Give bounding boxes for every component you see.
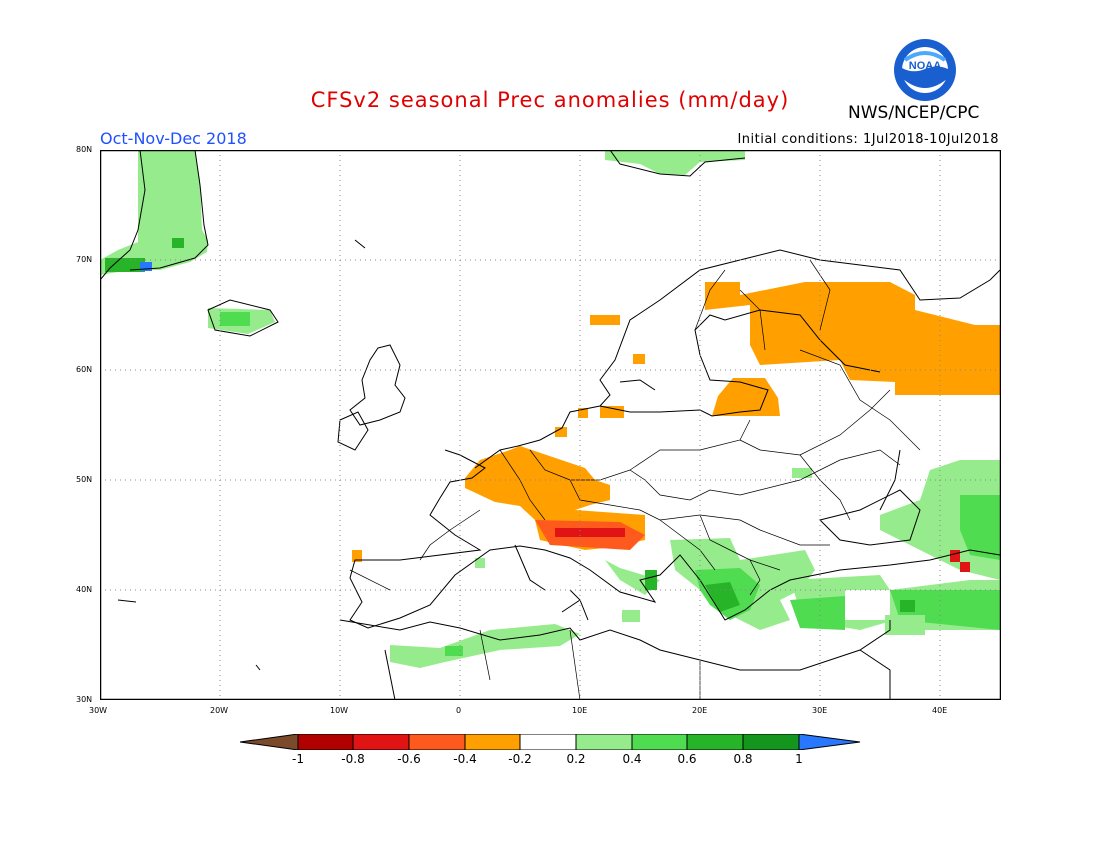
colorbar-tick: -0.2 <box>508 752 532 766</box>
noaa-logo-text: NOAA <box>909 60 941 72</box>
colorbar-bin-8 <box>686 734 744 750</box>
colorbar-tick: -0.4 <box>453 752 477 766</box>
colorbar-bin-6 <box>575 734 633 750</box>
colorbar-bin-4 <box>464 734 521 750</box>
lon-tick-30e: 30E <box>812 706 828 715</box>
colorbar-tick: 0.8 <box>733 752 753 766</box>
country-borders <box>349 259 921 700</box>
north-africa-positive <box>390 624 580 668</box>
lon-tick-40e: 40E <box>932 706 948 715</box>
organization-label: NWS/NCEP/CPC <box>848 103 980 123</box>
lat-tick-50n: 50N <box>76 475 93 484</box>
baltic-negative <box>712 378 780 416</box>
greenland-strong <box>105 258 145 272</box>
lat-tick-30n: 30N <box>76 695 93 704</box>
lon-tick-10w: 10W <box>330 706 349 715</box>
lon-tick-0: 0 <box>456 706 462 715</box>
svalbard-positive <box>605 150 745 175</box>
forecast-period: Oct-Nov-Dec 2018 <box>100 129 247 148</box>
colorbar-tick: 1 <box>795 752 803 766</box>
colorbar-bin-5 <box>519 734 577 750</box>
colorbar-bin-2 <box>352 734 410 750</box>
lat-tick-60n: 60N <box>76 365 93 374</box>
lon-tick-20e: 20E <box>692 706 708 715</box>
colorbar-tick: 0.4 <box>622 752 642 766</box>
colorbar-bin-3 <box>408 734 466 750</box>
lat-tick-40n: 40N <box>76 585 93 594</box>
colorbar-bin-9 <box>742 734 800 750</box>
anomaly-map <box>100 150 1001 700</box>
russia-negative <box>705 282 1000 395</box>
colorbar-tick: -0.8 <box>341 752 365 766</box>
initial-conditions: Initial conditions: 1Jul2018-10Jul2018 <box>737 132 999 147</box>
colorbar-bin-7 <box>631 734 688 750</box>
colorbar-tick: 0.2 <box>566 752 586 766</box>
colorbar-bin-1 <box>297 734 354 750</box>
lon-tick-30w: 30W <box>89 706 108 715</box>
lat-tick-80n: 80N <box>76 145 93 154</box>
colorbar <box>240 734 861 750</box>
lon-tick-20w: 20W <box>210 706 229 715</box>
colorbar-over <box>798 734 861 750</box>
greenland-peak <box>140 262 152 271</box>
colorbar-tick: 0.6 <box>677 752 697 766</box>
map-frame <box>100 150 1001 700</box>
colorbar-tick: -0.6 <box>397 752 421 766</box>
noaa-logo: NOAA <box>894 39 956 101</box>
lat-tick-70n: 70N <box>76 255 93 264</box>
lon-tick-10e: 10E <box>572 706 588 715</box>
colorbar-under <box>240 734 299 750</box>
colorbar-tick: -1 <box>292 752 304 766</box>
map-title: CFSv2 seasonal Prec anomalies (mm/day) <box>310 88 790 112</box>
graticule <box>100 150 1000 700</box>
